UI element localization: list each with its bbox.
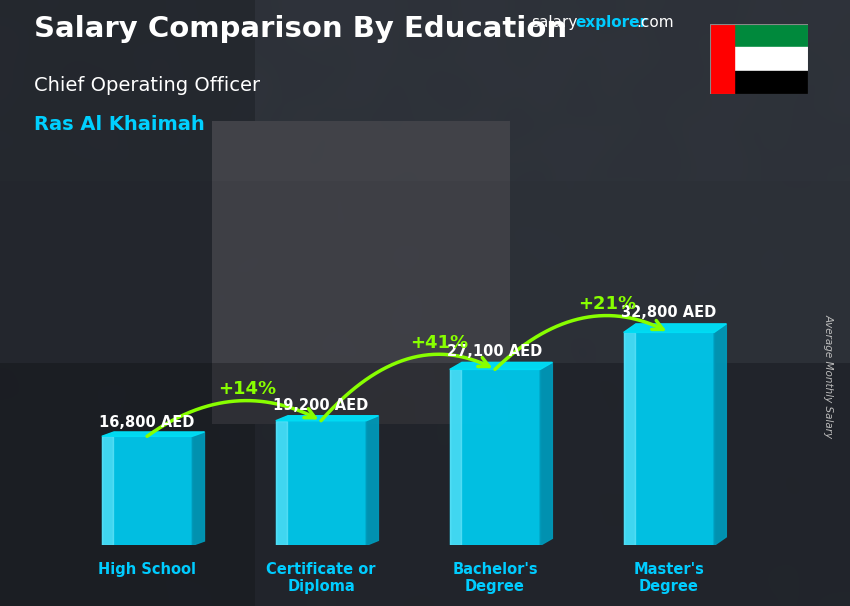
- Bar: [624, 332, 714, 545]
- Text: .com: .com: [637, 15, 674, 30]
- Text: Chief Operating Officer: Chief Operating Officer: [34, 76, 260, 95]
- Text: explorer: explorer: [575, 15, 648, 30]
- Bar: [275, 421, 286, 545]
- Text: +21%: +21%: [578, 296, 636, 313]
- Bar: [102, 436, 113, 545]
- Polygon shape: [366, 416, 378, 545]
- Polygon shape: [102, 432, 205, 436]
- Polygon shape: [624, 324, 727, 332]
- Bar: [710, 24, 734, 94]
- Text: 32,800 AED: 32,800 AED: [621, 305, 717, 319]
- Text: Ras Al Khaimah: Ras Al Khaimah: [34, 115, 205, 134]
- Text: +14%: +14%: [218, 381, 275, 399]
- Text: Average Monthly Salary: Average Monthly Salary: [824, 314, 834, 438]
- Text: +41%: +41%: [410, 334, 468, 352]
- Bar: [710, 24, 808, 47]
- Text: Salary Comparison By Education: Salary Comparison By Education: [34, 15, 567, 43]
- Bar: [102, 436, 192, 545]
- Bar: [710, 47, 808, 71]
- Text: 27,100 AED: 27,100 AED: [447, 344, 542, 359]
- Text: 19,200 AED: 19,200 AED: [274, 398, 369, 413]
- Polygon shape: [541, 362, 552, 545]
- Bar: [624, 332, 635, 545]
- Polygon shape: [450, 362, 552, 370]
- Bar: [275, 421, 366, 545]
- Polygon shape: [275, 416, 378, 421]
- Bar: [450, 370, 461, 545]
- Bar: [450, 370, 541, 545]
- Text: salary: salary: [531, 15, 578, 30]
- Polygon shape: [192, 432, 205, 545]
- Bar: [710, 71, 808, 94]
- Text: 16,800 AED: 16,800 AED: [99, 415, 195, 430]
- Polygon shape: [714, 324, 727, 545]
